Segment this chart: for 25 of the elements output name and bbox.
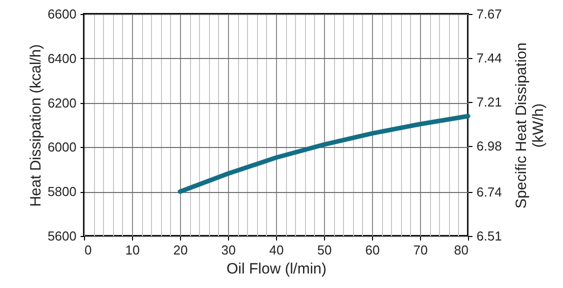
y2-axis-title: Specific Heat Dissipation (kW/h)	[512, 42, 547, 208]
x-tick-label: 80	[454, 242, 468, 258]
line-series	[178, 114, 470, 194]
x-tick-label: 0	[84, 242, 92, 258]
x-tick-label: 20	[173, 242, 188, 258]
y2-tick-label: 6.98	[476, 138, 502, 154]
y2-tick-label: 7.67	[476, 6, 502, 22]
y-tick-label: 6400	[48, 50, 76, 66]
y-tick-label: 6200	[48, 95, 76, 110]
y-tick-label: 5800	[48, 184, 76, 200]
y-tick-label: 6600	[48, 6, 76, 22]
x-tick-label: 40	[269, 242, 284, 258]
x-tick-label: 50	[317, 242, 332, 258]
y2-tick-label: 7.44	[476, 50, 502, 66]
y-tick-label: 6000	[48, 140, 76, 155]
x-tick-label: 70	[413, 242, 428, 258]
y2-tick-label: 7.21	[476, 94, 502, 110]
x-tick-label: 30	[221, 242, 236, 258]
y-axis-title: Heat Dissipation (kcal/h)	[28, 44, 45, 207]
y-tick-label: 5600	[48, 228, 76, 244]
x-tick-label: 10	[125, 242, 140, 258]
y2-tick-label: 6.74	[476, 184, 502, 200]
y2-tick-label: 6.51	[476, 228, 502, 244]
x-axis-title: Oil Flow (l/min)	[226, 260, 326, 278]
x-tick-label: 60	[365, 242, 380, 258]
